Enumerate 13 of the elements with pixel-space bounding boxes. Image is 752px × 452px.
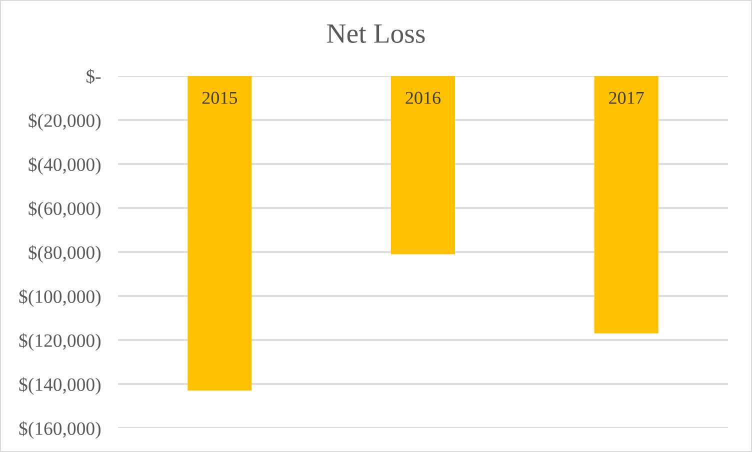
y-tick-label: $(40,000) [28,157,101,175]
y-tick-label: $(60,000) [28,201,101,219]
x-tick-label: 2015 [202,92,238,104]
y-tick-label: $(20,000) [28,113,101,131]
chart-title: Net Loss [327,24,425,43]
y-tick-label: $(160,000) [19,421,101,439]
y-tick-label: $- [86,68,101,84]
x-tick-label: 2016 [406,92,441,104]
y-tick-label: $(100,000) [19,289,101,307]
x-tick-label: 2017 [609,92,644,104]
y-tick-label: $(80,000) [28,245,101,263]
y-tick-label: $(120,000) [19,333,101,351]
y-tick-label: $(140,000) [19,377,101,395]
